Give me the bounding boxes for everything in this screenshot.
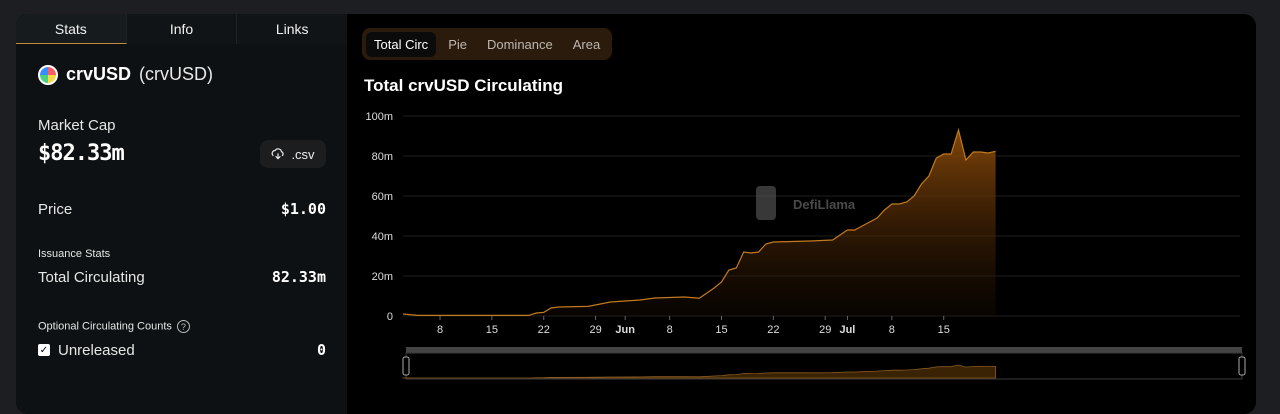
tab-pie[interactable]: Pie (448, 36, 467, 52)
circulating-line (402, 127, 996, 316)
total-circulating-label: Total Circulating (38, 268, 145, 286)
chart-title: Total crvUSD Circulating (364, 76, 563, 95)
brush-left-handle[interactable] (402, 356, 410, 376)
coin-name: crvUSD (66, 64, 132, 84)
circulating-area (403, 130, 996, 316)
coin-symbol: (crvUSD) (139, 64, 214, 84)
tab-stats[interactable]: Stats (16, 14, 127, 44)
total-circulating-row: Total Circulating 82.33m (38, 268, 326, 286)
x-tick-label: 15 (938, 324, 950, 336)
panel-tabs: Stats Info Links (16, 14, 347, 44)
tab-dominance[interactable]: Dominance (486, 36, 553, 52)
help-icon[interactable]: ? (176, 320, 190, 333)
x-tick-label: Jun (615, 324, 635, 336)
market-cap-value: $82.33m (38, 141, 125, 166)
optional-counts-label: Optional Circulating Counts (38, 320, 172, 333)
brush-right-handle[interactable] (1238, 356, 1246, 376)
watermark: DefiLlama (756, 186, 856, 220)
stablecoin-card: Stats Info Links crvUSD (crvUSD) Market … (16, 14, 1256, 414)
tab-links[interactable]: Links (275, 21, 309, 37)
x-tick-label: 22 (767, 324, 779, 336)
y-tick-label: 80m (372, 151, 393, 163)
x-tick-label: 29 (819, 324, 831, 336)
chart-panel: Total Circ Pie Dominance Area Total crvU… (347, 14, 1256, 414)
x-tick-label: 8 (889, 324, 895, 336)
watermark-text: DefiLlama (793, 197, 856, 212)
download-csv-button[interactable]: .csv (260, 140, 326, 168)
circulating-chart[interactable]: 0 20m 40m 60m 80m 100m 8 15 22 29 Jun 8 15 22 29 Jul 8 1… (347, 14, 1256, 400)
issuance-stats-label: Issuance Stats (38, 248, 111, 260)
unreleased-row: ✓ Unreleased 0 (38, 341, 326, 359)
brush-handle-bar[interactable] (406, 347, 1242, 353)
csv-label: .csv (291, 146, 315, 162)
x-tick-label: 15 (486, 324, 498, 336)
brush-mini-area (402, 364, 997, 379)
stats-panel: Stats Info Links crvUSD (crvUSD) Market … (16, 14, 347, 414)
tab-area[interactable]: Area (572, 36, 601, 52)
x-tick-label: 22 (538, 324, 550, 336)
coin-header: crvUSD (crvUSD) (38, 64, 213, 85)
chart-type-tabs: Total Circ Pie Dominance Area (362, 28, 613, 60)
unreleased-checkbox[interactable]: ✓ (38, 344, 50, 356)
x-tick-label: 29 (589, 324, 601, 336)
unreleased-label: Unreleased (58, 341, 135, 359)
x-tick-label: 8 (437, 324, 443, 336)
price-label: Price (38, 200, 73, 218)
crvusd-logo-icon (38, 64, 58, 85)
tab-info[interactable]: Info (127, 14, 238, 44)
y-tick-label: 40m (372, 231, 393, 243)
y-tick-label: 100m (365, 111, 393, 123)
price-value: $1.00 (280, 200, 326, 218)
range-brush[interactable] (402, 347, 1246, 380)
y-tick-label: 60m (372, 191, 393, 203)
x-tick-label: 8 (667, 324, 673, 336)
optional-counts-row: Optional Circulating Counts? (38, 320, 190, 333)
defillama-logo-icon (756, 186, 776, 220)
market-cap-label: Market Cap (38, 117, 116, 134)
total-circulating-value: 82.33m (271, 268, 326, 286)
unreleased-value: 0 (316, 341, 326, 359)
cloud-download-icon (272, 148, 285, 160)
x-tick-label: Jul (839, 324, 855, 336)
price-row: Price $1.00 (38, 200, 326, 218)
tab-total-circ[interactable]: Total Circ (366, 31, 437, 57)
y-tick-label: 0 (387, 311, 393, 323)
y-tick-label: 20m (372, 271, 393, 283)
x-tick-label: 15 (715, 324, 727, 336)
